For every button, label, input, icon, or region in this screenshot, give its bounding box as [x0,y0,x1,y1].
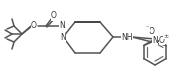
Text: N: N [152,36,158,45]
Text: O: O [149,27,155,36]
Text: N: N [60,32,66,41]
Text: O: O [51,11,57,20]
Text: N: N [59,21,65,31]
Text: NH: NH [121,32,133,41]
Text: ±: ± [163,34,168,39]
Text: O: O [31,21,37,31]
Text: ⁻: ⁻ [146,26,150,31]
Text: O: O [159,36,165,45]
